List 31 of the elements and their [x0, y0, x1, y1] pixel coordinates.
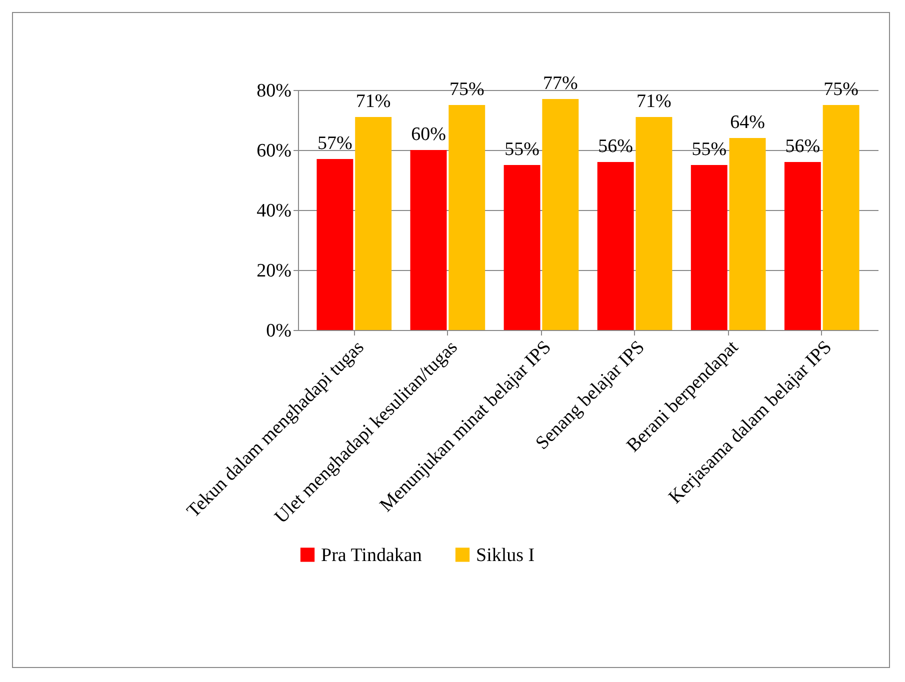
y-tick-label: 20% — [256, 260, 292, 282]
legend-label: Pra Tindakan — [321, 544, 422, 566]
bar — [316, 159, 354, 330]
bar — [504, 165, 540, 330]
data-label: 75% — [824, 79, 859, 100]
bar — [729, 138, 766, 330]
bar — [542, 99, 579, 330]
bar — [690, 165, 728, 330]
data-label: 55% — [504, 139, 540, 160]
bar — [784, 162, 821, 330]
data-label: 71% — [636, 91, 672, 112]
bar — [355, 117, 392, 330]
bar — [410, 150, 447, 330]
data-label: 77% — [543, 73, 578, 94]
data-label: 71% — [356, 91, 391, 112]
bar — [597, 162, 634, 330]
data-label: 75% — [449, 79, 484, 100]
y-tick-label: 40% — [256, 200, 292, 222]
data-label: 60% — [411, 124, 446, 145]
data-label: 64% — [730, 112, 766, 133]
y-tick-label: 80% — [256, 80, 292, 102]
data-label: 56% — [598, 136, 634, 157]
data-label: 57% — [318, 133, 353, 154]
y-tick-label: 60% — [256, 140, 292, 162]
data-label: 56% — [785, 136, 820, 157]
bar — [822, 105, 860, 330]
bar — [636, 117, 672, 330]
bar — [448, 105, 486, 330]
legend-label: Siklus I — [476, 544, 535, 566]
y-tick-label: 0% — [266, 320, 292, 342]
data-label: 55% — [692, 139, 727, 160]
